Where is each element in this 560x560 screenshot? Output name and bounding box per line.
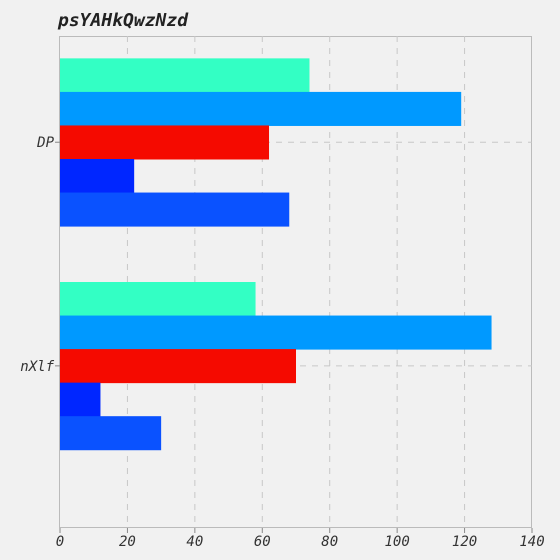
- category-labels: DP nXlf: [20, 135, 54, 375]
- bars: [60, 58, 492, 451]
- x-tick-label: 40: [186, 534, 203, 550]
- bar: [60, 349, 296, 384]
- bar: [60, 159, 135, 194]
- bar: [60, 58, 310, 93]
- category-label: nXlf: [20, 359, 54, 375]
- x-tick-label: 120: [452, 534, 477, 550]
- x-tick-label: 100: [384, 534, 409, 550]
- x-tick-label: 60: [254, 534, 271, 550]
- x-tick-label: 140: [519, 534, 544, 550]
- bar: [60, 416, 162, 451]
- bar: [60, 91, 462, 126]
- category-label: DP: [36, 135, 54, 151]
- bar: [60, 282, 256, 317]
- chart-title: psYAHkQwzNzd: [57, 10, 189, 31]
- bar: [60, 315, 492, 350]
- bar: [60, 192, 290, 227]
- x-axis: 0 20 40 60 80 100 120 140: [55, 141, 545, 550]
- x-tick-label: 20: [119, 534, 136, 550]
- bar: [60, 382, 101, 417]
- x-tick-label: 0: [56, 534, 64, 550]
- bar: [60, 125, 270, 160]
- x-tick-label: 80: [321, 534, 338, 550]
